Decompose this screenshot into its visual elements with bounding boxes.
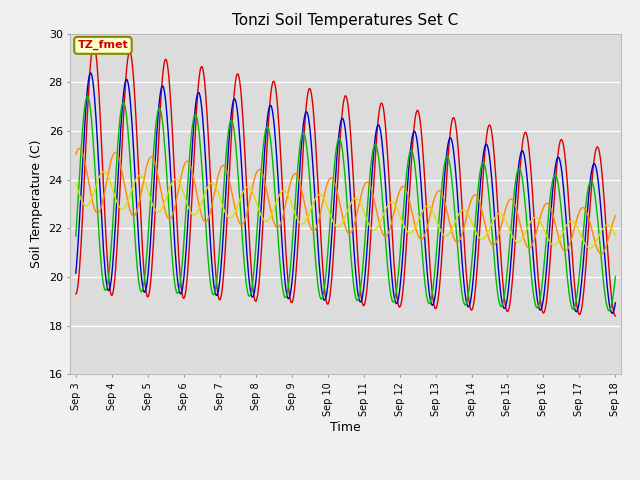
- X-axis label: Time: Time: [330, 421, 361, 434]
- Text: TZ_fmet: TZ_fmet: [77, 40, 129, 50]
- Title: Tonzi Soil Temperatures Set C: Tonzi Soil Temperatures Set C: [232, 13, 459, 28]
- Y-axis label: Soil Temperature (C): Soil Temperature (C): [30, 140, 43, 268]
- Legend: -2cm, -4cm, -8cm, -16cm, -32cm: -2cm, -4cm, -8cm, -16cm, -32cm: [153, 476, 538, 480]
